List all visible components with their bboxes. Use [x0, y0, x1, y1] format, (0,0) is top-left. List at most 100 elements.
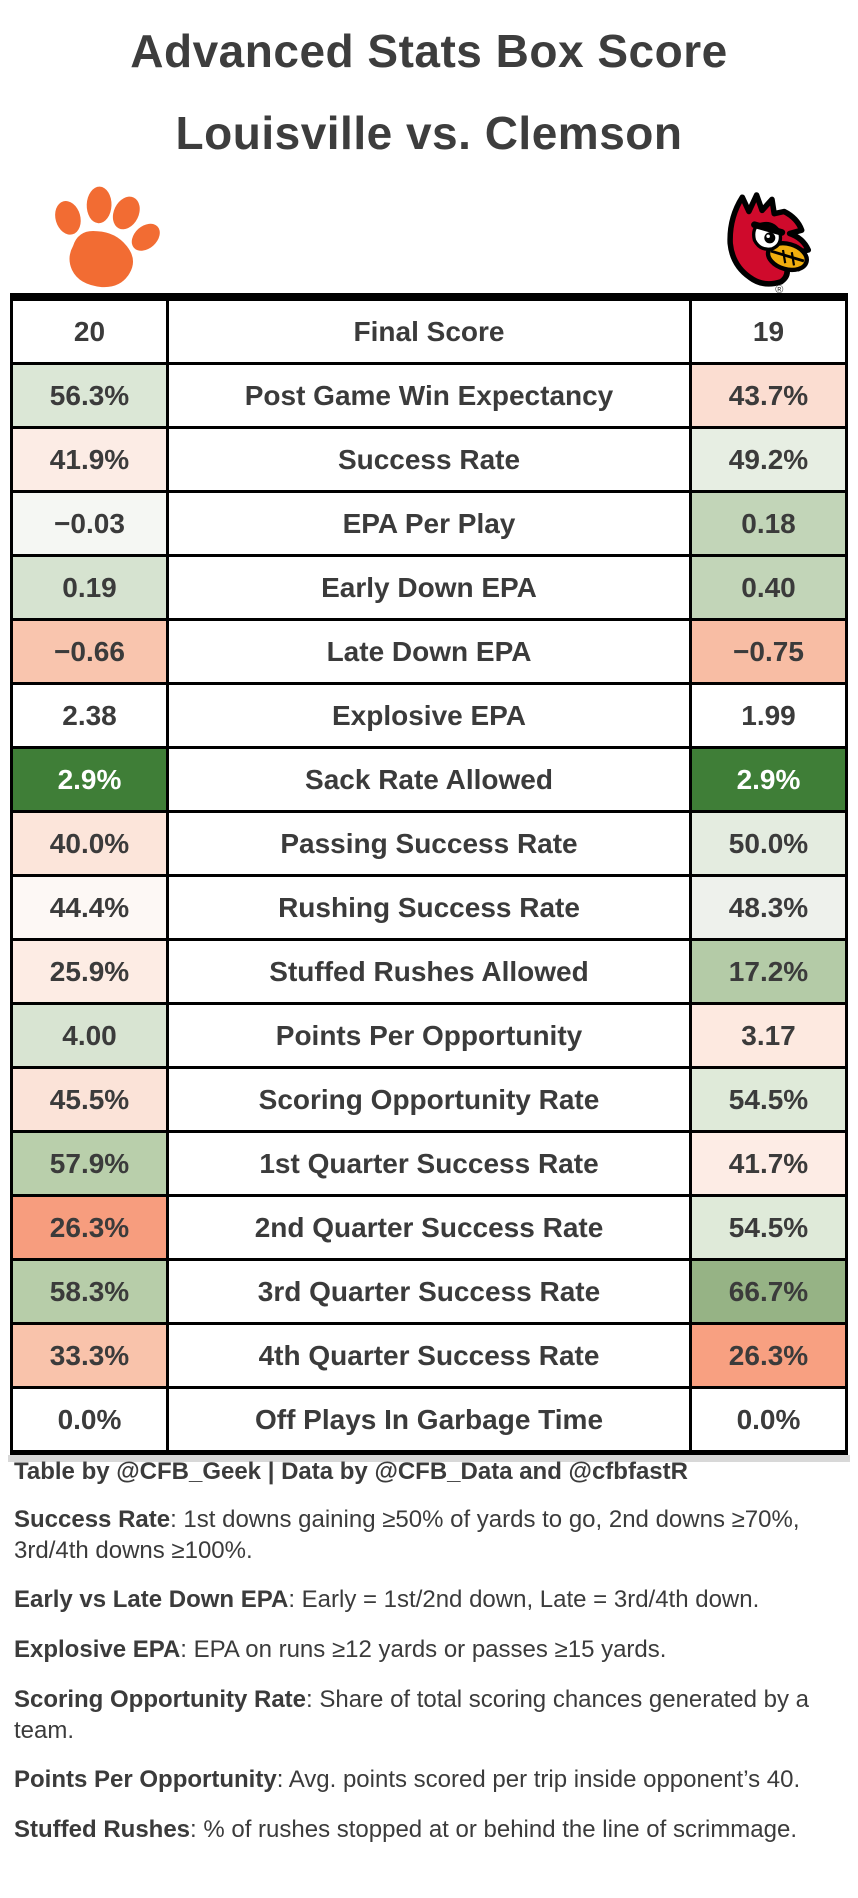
stat-definition-term: Success Rate: [14, 1506, 171, 1533]
stat-definition-text: : Early = 1st/2nd down, Late = 3rd/4th d…: [288, 1586, 760, 1614]
stat-definition: Success Rate: 1st downs gaining ≥50% of …: [14, 1505, 842, 1566]
left-value-cell: 45.5%: [10, 1066, 169, 1133]
table-row: 44.4% Rushing Success Rate 48.3%: [10, 874, 848, 941]
stat-definition-term: Stuffed Rushes: [14, 1816, 191, 1844]
metric-label-cell: 1st Quarter Success Rate: [166, 1130, 692, 1197]
right-value-cell: 49.2%: [689, 426, 848, 493]
table-row: 56.3% Post Game Win Expectancy 43.7%: [10, 362, 848, 429]
metric-label-cell: Rushing Success Rate: [166, 874, 692, 941]
right-value-cell: 0.0%: [689, 1386, 848, 1455]
metric-label-cell: Points Per Opportunity: [166, 1002, 692, 1069]
metric-label-cell: Off Plays In Garbage Time: [166, 1386, 692, 1455]
table-shadow: [8, 1455, 850, 1462]
left-value-cell: 58.3%: [10, 1258, 169, 1325]
left-value-cell: 33.3%: [10, 1322, 169, 1389]
left-value-cell: −0.03: [10, 490, 169, 557]
left-value-cell: 57.9%: [10, 1130, 169, 1197]
left-value-cell: 44.4%: [10, 874, 169, 941]
table-row: 57.9% 1st Quarter Success Rate 41.7%: [10, 1130, 848, 1197]
table-row: 33.3% 4th Quarter Success Rate 26.3%: [10, 1322, 848, 1389]
metric-label-cell: Sack Rate Allowed: [166, 746, 692, 813]
credit-line: Table by @CFB_Geek | Data by @CFB_Data a…: [14, 1458, 688, 1485]
table-row: −0.03 EPA Per Play 0.18: [10, 490, 848, 557]
stat-definition-text: : Share of total scoring chances generat…: [14, 1685, 809, 1744]
metric-label-cell: Stuffed Rushes Allowed: [166, 938, 692, 1005]
page-title-line1: Advanced Stats Box Score: [130, 25, 728, 77]
metric-label-cell: Late Down EPA: [166, 618, 692, 685]
right-value-cell: 1.99: [689, 682, 848, 749]
table-row: 26.3% 2nd Quarter Success Rate 54.5%: [10, 1194, 848, 1261]
table-row: 0.19 Early Down EPA 0.40: [10, 554, 848, 621]
left-value-cell: 25.9%: [10, 938, 169, 1005]
metric-label-cell: 3rd Quarter Success Rate: [166, 1258, 692, 1325]
metric-label-cell: Scoring Opportunity Rate: [166, 1066, 692, 1133]
stats-table-container: 20 Final Score 19 56.3% Post Game Win Expect…: [8, 293, 850, 1462]
right-value-cell: 54.5%: [689, 1194, 848, 1261]
right-value-cell: −0.75: [689, 618, 848, 685]
metric-label-cell: 4th Quarter Success Rate: [166, 1322, 692, 1389]
left-value-cell: 2.9%: [10, 746, 169, 813]
right-value-cell: 48.3%: [689, 874, 848, 941]
metric-label-cell: Success Rate: [166, 426, 692, 493]
left-value-cell: 2.38: [10, 682, 169, 749]
stat-definition-term: Early vs Late Down EPA: [14, 1586, 289, 1614]
right-value-cell: 50.0%: [689, 810, 848, 877]
right-value-cell: 2.9%: [689, 746, 848, 813]
metric-label-cell: 2nd Quarter Success Rate: [166, 1194, 692, 1261]
table-row: 20 Final Score 19: [10, 293, 848, 365]
stat-definition: Early vs Late Down EPA: Early = 1st/2nd …: [14, 1585, 842, 1616]
left-value-cell: 4.00: [10, 1002, 169, 1069]
metric-label-cell: EPA Per Play: [166, 490, 692, 557]
metric-label-cell: Explosive EPA: [166, 682, 692, 749]
right-value-cell: 17.2%: [689, 938, 848, 1005]
metric-label-cell: Final Score: [166, 293, 692, 365]
stat-definition: Explosive EPA: EPA on runs ≥12 yards or …: [14, 1635, 842, 1666]
table-row: 4.00 Points Per Opportunity 3.17: [10, 1002, 848, 1069]
table-row: −0.66 Late Down EPA −0.75: [10, 618, 848, 685]
metric-label-cell: Passing Success Rate: [166, 810, 692, 877]
stat-definition: Stuffed Rushes: % of rushes stopped at o…: [14, 1815, 842, 1846]
stat-definition: Scoring Opportunity Rate: Share of total…: [14, 1685, 842, 1746]
stats-table: 20 Final Score 19 56.3% Post Game Win Expect…: [10, 293, 848, 1455]
page-title-line2: Louisville vs. Clemson: [175, 107, 683, 159]
table-row: 0.0% Off Plays In Garbage Time 0.0%: [10, 1386, 848, 1455]
left-value-cell: −0.66: [10, 618, 169, 685]
table-row: 25.9% Stuffed Rushes Allowed 17.2%: [10, 938, 848, 1005]
table-row: 2.9% Sack Rate Allowed 2.9%: [10, 746, 848, 813]
right-value-cell: 43.7%: [689, 362, 848, 429]
stat-definition: Points Per Opportunity: Avg. points scor…: [14, 1765, 842, 1796]
left-value-cell: 26.3%: [10, 1194, 169, 1261]
stat-definition-text: : 1st downs gaining ≥50% of yards to go,…: [14, 1506, 800, 1564]
left-value-cell: 0.0%: [10, 1386, 169, 1455]
stat-definition-term: Explosive EPA: [14, 1636, 181, 1664]
stat-definition-text: : % of rushes stopped at or behind the l…: [190, 1816, 798, 1844]
louisville-cardinal-logo-icon: ®: [700, 184, 822, 299]
stat-definition-term: Scoring Opportunity Rate: [14, 1685, 307, 1713]
left-value-cell: 0.19: [10, 554, 169, 621]
table-row: 2.38 Explosive EPA 1.99: [10, 682, 848, 749]
right-value-cell: 41.7%: [689, 1130, 848, 1197]
right-value-cell: 0.40: [689, 554, 848, 621]
stat-definition-text: : Avg. points scored per trip inside opp…: [276, 1766, 801, 1794]
left-value-cell: 56.3%: [10, 362, 169, 429]
svg-text:®: ®: [775, 284, 783, 294]
table-row: 41.9% Success Rate 49.2%: [10, 426, 848, 493]
left-value-cell: 41.9%: [10, 426, 169, 493]
right-value-cell: 0.18: [689, 490, 848, 557]
clemson-paw-logo-icon: [40, 180, 168, 303]
metric-label-cell: Early Down EPA: [166, 554, 692, 621]
metric-label-cell: Post Game Win Expectancy: [166, 362, 692, 429]
right-value-cell: 66.7%: [689, 1258, 848, 1325]
stat-definition-term: Points Per Opportunity: [14, 1766, 277, 1794]
left-value-cell: 20: [10, 293, 169, 365]
table-row: 40.0% Passing Success Rate 50.0%: [10, 810, 848, 877]
table-row: 45.5% Scoring Opportunity Rate 54.5%: [10, 1066, 848, 1133]
footer: Table by @CFB_Geek | Data by @CFB_Data a…: [14, 1458, 842, 1846]
right-value-cell: 54.5%: [689, 1066, 848, 1133]
stat-definition-text: : EPA on runs ≥12 yards or passes ≥15 ya…: [180, 1636, 667, 1664]
table-row: 58.3% 3rd Quarter Success Rate 66.7%: [10, 1258, 848, 1325]
right-value-cell: 3.17: [689, 1002, 848, 1069]
left-value-cell: 40.0%: [10, 810, 169, 877]
right-value-cell: 26.3%: [689, 1322, 848, 1389]
right-value-cell: 19: [689, 293, 848, 365]
